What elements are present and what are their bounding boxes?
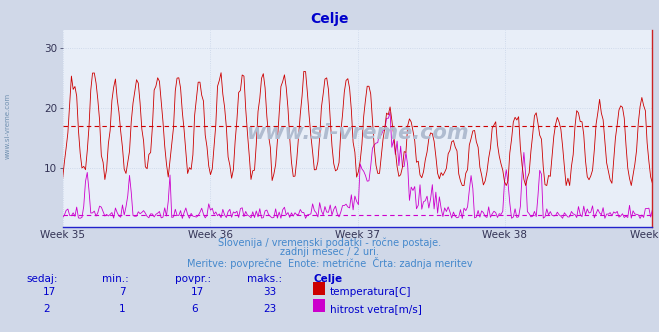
- Text: 6: 6: [191, 304, 198, 314]
- Text: 23: 23: [264, 304, 277, 314]
- Text: 2: 2: [43, 304, 49, 314]
- Text: 1: 1: [119, 304, 125, 314]
- Text: 7: 7: [119, 287, 125, 297]
- Text: www.si-vreme.com: www.si-vreme.com: [5, 93, 11, 159]
- Text: sedaj:: sedaj:: [26, 274, 58, 284]
- Text: 17: 17: [191, 287, 204, 297]
- Text: hitrost vetra[m/s]: hitrost vetra[m/s]: [330, 304, 421, 314]
- Text: 17: 17: [43, 287, 56, 297]
- Text: Celje: Celje: [313, 274, 342, 284]
- Text: temperatura[C]: temperatura[C]: [330, 287, 411, 297]
- Text: Celje: Celje: [310, 12, 349, 26]
- Text: povpr.:: povpr.:: [175, 274, 211, 284]
- Text: min.:: min.:: [102, 274, 129, 284]
- Text: zadnji mesec / 2 uri.: zadnji mesec / 2 uri.: [280, 247, 379, 257]
- Text: 33: 33: [264, 287, 277, 297]
- Text: Slovenija / vremenski podatki - ročne postaje.: Slovenija / vremenski podatki - ročne po…: [218, 237, 441, 248]
- Text: www.si-vreme.com: www.si-vreme.com: [246, 123, 469, 143]
- Text: Meritve: povprečne  Enote: metrične  Črta: zadnja meritev: Meritve: povprečne Enote: metrične Črta:…: [186, 257, 473, 269]
- Text: maks.:: maks.:: [247, 274, 282, 284]
